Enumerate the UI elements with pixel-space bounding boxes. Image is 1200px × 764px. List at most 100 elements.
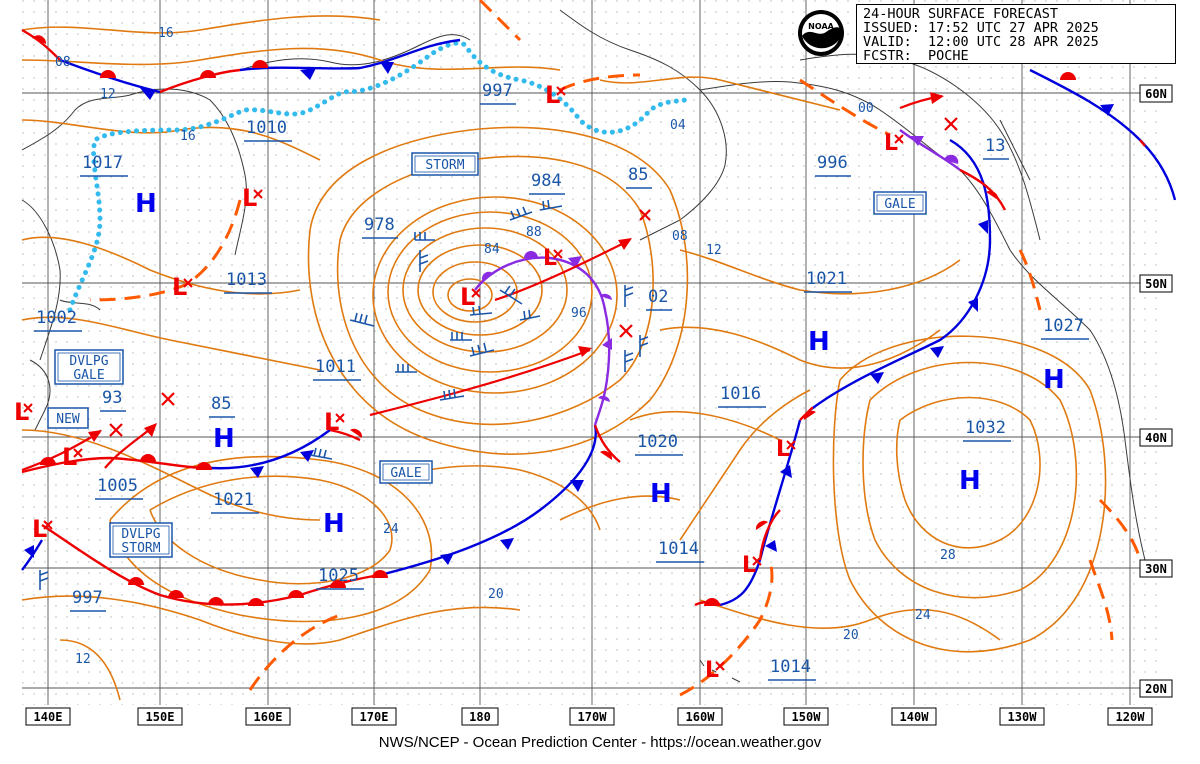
isobar-value: 84: [484, 242, 500, 257]
pressure-label: 1025: [318, 566, 359, 586]
low-center-marker: L: [705, 658, 725, 683]
low-center-marker: L: [742, 553, 762, 578]
warning-boxes: STORM GALE GALE DVLPG GALE NEW DVLPG STO…: [47, 152, 927, 558]
latitude-label: 60N: [1145, 87, 1167, 101]
pressure-label: 93: [102, 388, 122, 408]
occluded-front-symbols: [481, 136, 959, 402]
svg-text:L: L: [776, 437, 790, 462]
gale-warning-label: GALE: [884, 197, 915, 212]
low-center-marker: L: [543, 246, 563, 271]
low-center-marker: L: [776, 437, 796, 462]
isobar-value: 04: [670, 118, 686, 133]
isobar-value: 96: [571, 306, 587, 321]
warm-front-bumps: [32, 35, 1076, 606]
pressure-label-underlines: [34, 103, 1089, 681]
isobar-value: 28: [940, 548, 956, 563]
pressure-label: 85: [628, 165, 648, 185]
isobar-value: 20: [843, 628, 859, 643]
low-center-marker: L: [14, 398, 33, 426]
pressure-label: 1014: [658, 539, 699, 559]
longitude-label: 140W: [900, 710, 930, 724]
ridge-line: [67, 40, 688, 313]
forecast-header: 24-HOUR SURFACE FORECAST ISSUED: 17:52 U…: [856, 4, 1176, 64]
pressure-label: 1011: [315, 357, 356, 377]
pressure-label: 1027: [1043, 316, 1084, 336]
pressure-label: 978: [364, 215, 395, 235]
isobar-value: 08: [672, 229, 688, 244]
high-center-marker: H: [650, 479, 672, 509]
pressure-label: 13: [985, 136, 1005, 156]
low-center-marker: L: [242, 184, 263, 212]
pressure-label: 1021: [213, 490, 254, 510]
svg-text:L: L: [460, 283, 475, 311]
noaa-logo: NOAA: [798, 10, 844, 56]
pressure-label: 1005: [97, 476, 138, 496]
low-center-marker: L: [460, 283, 481, 311]
svg-text:L: L: [32, 515, 47, 543]
isobar-value: 20: [488, 587, 504, 602]
high-center-marker: H: [808, 327, 830, 357]
isobar-value: 24: [915, 608, 931, 623]
latitude-label: 20N: [1145, 682, 1167, 696]
new-system-label: NEW: [56, 412, 80, 427]
isobars: [21, 15, 1107, 701]
storm-warning-label: STORM: [425, 158, 464, 173]
pressure-label: 997: [482, 81, 513, 101]
longitude-label: 140E: [34, 710, 63, 724]
pressure-label: 984: [531, 171, 562, 191]
high-pressure-centers: H H H H H H H: [135, 189, 1065, 539]
longitude-label: 170E: [360, 710, 389, 724]
pressure-label: 1013: [226, 270, 267, 290]
low-center-marker: L: [545, 81, 566, 109]
pressure-label: 1032: [965, 418, 1006, 438]
isobar-value: 16: [180, 129, 196, 144]
gale-warning-label: GALE: [390, 466, 421, 481]
isobar-value: 88: [526, 225, 542, 240]
valid-time: VALID: 12:00 UTC 28 APR 2025: [863, 34, 1099, 50]
isobar-value: 00: [858, 101, 874, 116]
coastlines: [21, 9, 1146, 683]
pressure-label: 1016: [720, 384, 761, 404]
pressure-label: 1010: [246, 118, 287, 138]
latitude-label: 50N: [1145, 277, 1167, 291]
low-center-marker: L: [62, 443, 83, 471]
high-center-marker: H: [135, 189, 157, 219]
latitude-label: 40N: [1145, 431, 1167, 445]
forecast-title: 24-HOUR SURFACE FORECAST: [863, 6, 1059, 22]
latitude-labels: 60N 50N 40N 30N 20N: [1139, 84, 1173, 698]
longitude-label: 170W: [578, 710, 608, 724]
cold-front-barbs: [24, 62, 1114, 565]
developing-gale-label: GALE: [73, 368, 104, 383]
longitude-label: 120W: [1116, 710, 1146, 724]
svg-text:L: L: [242, 184, 257, 212]
svg-text:L: L: [324, 408, 339, 436]
source-credit: NWS/NCEP - Ocean Prediction Center - htt…: [378, 734, 822, 751]
longitude-label: 160E: [254, 710, 283, 724]
isobar-value: 16: [158, 26, 174, 41]
pressure-label: 1002: [36, 308, 77, 328]
svg-text:L: L: [545, 81, 560, 109]
svg-text:L: L: [742, 553, 756, 578]
svg-text:L: L: [14, 398, 29, 426]
high-center-marker: H: [959, 466, 981, 496]
arrow-heads: [88, 92, 944, 442]
low-center-marker: L: [32, 515, 53, 543]
pressure-label: 1017: [82, 153, 123, 173]
isobar-value: 08: [55, 55, 71, 70]
high-center-marker: H: [213, 424, 235, 454]
occluded-fronts: [474, 129, 961, 426]
developing-storm-label: DVLPG: [121, 527, 160, 542]
isobar-value: 12: [706, 243, 722, 258]
forecaster-name: FCSTR: POCHE: [863, 48, 969, 64]
low-center-marker: L: [324, 408, 345, 436]
pressure-labels: 1017 1010 997 1013 1002 978 984 85 996 1…: [36, 81, 1084, 677]
pressure-label: 997: [72, 588, 103, 608]
svg-text:L: L: [543, 246, 557, 271]
wind-barbs: [39, 199, 649, 590]
lat-lon-grid: [22, 0, 1162, 705]
longitude-label: 150E: [146, 710, 175, 724]
isobar-value: 24: [383, 522, 399, 537]
pressure-label: 1020: [637, 432, 678, 452]
developing-gale-label: DVLPG: [69, 354, 108, 369]
